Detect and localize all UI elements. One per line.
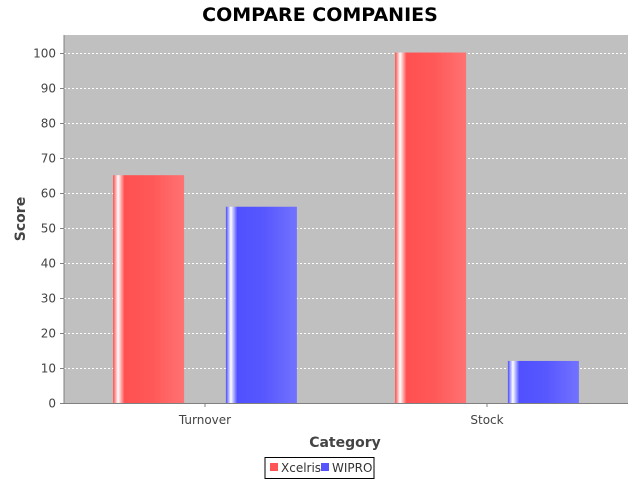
y-tick-label-60: 60 bbox=[41, 187, 56, 201]
bar-xcelris-stock bbox=[395, 52, 467, 404]
y-tick-label-30: 30 bbox=[41, 292, 56, 306]
y-tick-label-40: 40 bbox=[41, 257, 56, 271]
x-tick-label-turnover: Turnover bbox=[178, 413, 231, 427]
y-axis-ticks: 0 10 20 30 40 50 60 70 80 90 100 bbox=[33, 47, 64, 411]
legend: Xcelris WIPRO bbox=[264, 457, 375, 479]
bars bbox=[113, 52, 579, 404]
bar-xcelris-turnover bbox=[113, 175, 185, 403]
chart-title: COMPARE COMPANIES bbox=[202, 4, 438, 26]
bar-wipro-turnover bbox=[225, 206, 297, 403]
y-tick-label-80: 80 bbox=[41, 117, 56, 131]
y-tick-label-70: 70 bbox=[41, 152, 56, 166]
y-tick-label-0: 0 bbox=[48, 397, 56, 411]
y-tick-label-10: 10 bbox=[41, 362, 56, 376]
y-axis-label: Score bbox=[13, 197, 29, 241]
legend-label-wipro: WIPRO bbox=[332, 461, 372, 475]
x-axis-label: Category bbox=[309, 435, 381, 451]
y-tick-label-50: 50 bbox=[41, 222, 56, 236]
legend-box bbox=[264, 457, 375, 479]
x-axis-ticks: Turnover Stock bbox=[178, 403, 504, 427]
bar-wipro-stock bbox=[507, 360, 579, 403]
y-tick-label-90: 90 bbox=[41, 82, 56, 96]
legend-swatch-xcelris bbox=[270, 463, 278, 471]
y-tick-label-100: 100 bbox=[33, 47, 56, 61]
legend-swatch-wipro bbox=[321, 463, 329, 471]
legend-label-xcelris: Xcelris bbox=[281, 461, 321, 475]
y-tick-label-20: 20 bbox=[41, 327, 56, 341]
x-tick-label-stock: Stock bbox=[470, 413, 503, 427]
